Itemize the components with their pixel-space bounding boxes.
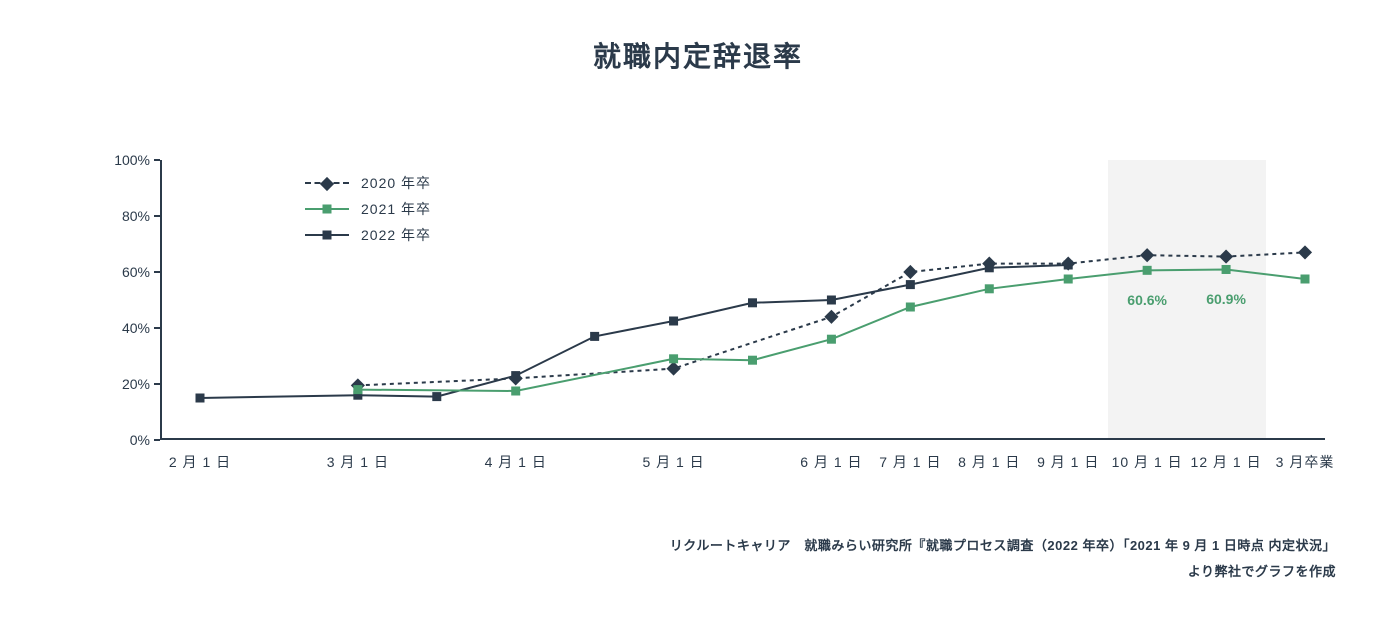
y-tick-label: 20% — [100, 376, 150, 392]
series-marker-s2022 — [906, 280, 915, 289]
series-line-s2021 — [358, 269, 1305, 391]
data-annotation: 60.9% — [1206, 291, 1246, 307]
series-marker-s2021 — [511, 387, 520, 396]
legend: 2020 年卒 2021 年卒 2022 年卒 — [305, 170, 431, 248]
legend-item: 2022 年卒 — [305, 222, 431, 248]
series-marker-s2022 — [590, 332, 599, 341]
series-marker-s2022 — [669, 317, 678, 326]
x-tick-label: 7 月 1 日 — [879, 452, 941, 472]
chart-title: 就職内定辞退率 — [0, 35, 1396, 75]
y-tick-label: 40% — [100, 320, 150, 336]
series-marker-s2022 — [827, 296, 836, 305]
x-tick-label: 3 月 1 日 — [327, 452, 389, 472]
series-marker-s2021 — [906, 303, 915, 312]
data-annotation: 60.6% — [1127, 292, 1167, 308]
legend-swatch-line — [305, 234, 349, 236]
series-marker-s2020 — [1298, 245, 1312, 259]
series-marker-s2022 — [196, 394, 205, 403]
chart-area: 0%20%40%60%80%100%2 月 1 日3 月 1 日4 月 1 日5… — [105, 160, 1325, 470]
x-tick-label: 6 月 1 日 — [800, 452, 862, 472]
source-line-1: リクルートキャリア 就職みらい研究所『就職プロセス調査（2022 年卒）「202… — [670, 533, 1336, 559]
y-tick-label: 80% — [100, 208, 150, 224]
square-marker-icon — [323, 205, 332, 214]
series-marker-s2021 — [985, 284, 994, 293]
y-tick-label: 0% — [100, 432, 150, 448]
diamond-marker-icon — [320, 177, 334, 191]
x-tick-label: 5 月 1 日 — [642, 452, 704, 472]
series-marker-s2020 — [1219, 250, 1233, 264]
series-marker-s2021 — [1143, 266, 1152, 275]
legend-item: 2021 年卒 — [305, 196, 431, 222]
y-tick-label: 60% — [100, 264, 150, 280]
series-marker-s2021 — [1222, 265, 1231, 274]
series-marker-s2021 — [1064, 275, 1073, 284]
x-tick-label: 2 月 1 日 — [169, 452, 231, 472]
legend-item: 2020 年卒 — [305, 170, 431, 196]
legend-label: 2021 年卒 — [361, 199, 431, 219]
x-tick-label: 9 月 1 日 — [1037, 452, 1099, 472]
square-marker-icon — [323, 231, 332, 240]
y-tick-label: 100% — [100, 152, 150, 168]
legend-swatch-line — [305, 208, 349, 210]
legend-swatch-line — [305, 182, 349, 184]
chart-container: 就職内定辞退率 0%20%40%60%80%100%2 月 1 日3 月 1 日… — [0, 0, 1396, 625]
x-tick-label: 12 月 1 日 — [1191, 452, 1262, 472]
source-caption: リクルートキャリア 就職みらい研究所『就職プロセス調査（2022 年卒）「202… — [670, 533, 1336, 585]
source-line-2: より弊社でグラフを作成 — [670, 559, 1336, 585]
series-marker-s2021 — [1301, 275, 1310, 284]
plot-area: 0%20%40%60%80%100%2 月 1 日3 月 1 日4 月 1 日5… — [160, 160, 1325, 440]
legend-label: 2020 年卒 — [361, 173, 431, 193]
series-marker-s2022 — [432, 392, 441, 401]
series-marker-s2020 — [1140, 248, 1154, 262]
series-marker-s2021 — [748, 356, 757, 365]
series-marker-s2020 — [903, 265, 917, 279]
series-marker-s2020 — [667, 362, 681, 376]
series-marker-s2021 — [827, 335, 836, 344]
series-marker-s2020 — [1061, 257, 1075, 271]
series-marker-s2021 — [669, 354, 678, 363]
legend-label: 2022 年卒 — [361, 225, 431, 245]
x-tick-label: 3 月卒業 — [1276, 452, 1335, 472]
series-marker-s2021 — [353, 385, 362, 394]
x-tick-label: 10 月 1 日 — [1112, 452, 1183, 472]
series-line-s2022 — [200, 265, 1068, 398]
x-tick-label: 4 月 1 日 — [485, 452, 547, 472]
series-marker-s2020 — [824, 310, 838, 324]
series-marker-s2022 — [748, 298, 757, 307]
x-tick-label: 8 月 1 日 — [958, 452, 1020, 472]
